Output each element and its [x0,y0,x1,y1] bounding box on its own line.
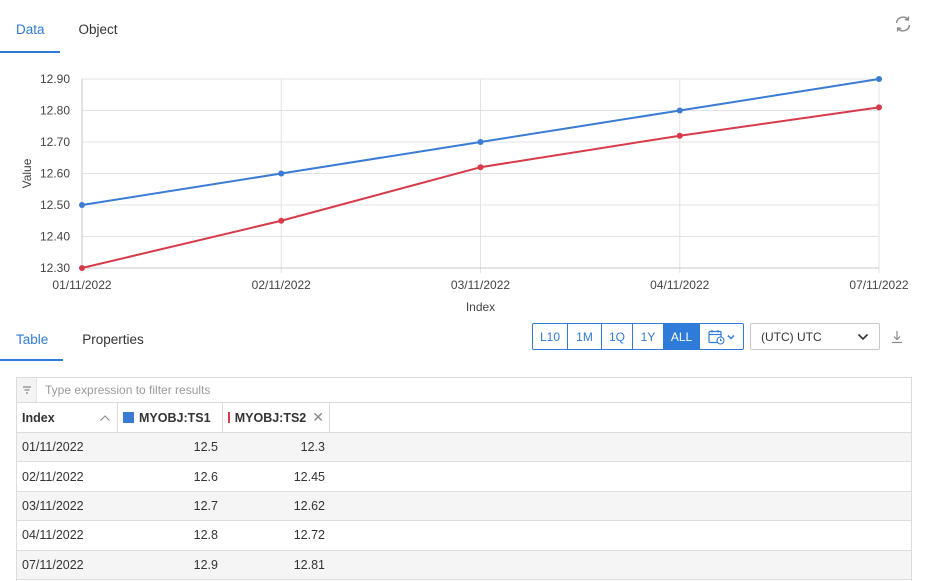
refresh-icon[interactable] [893,14,913,34]
cell-index: 04/11/2022 [22,528,84,543]
data-point [278,217,285,224]
column-header-index[interactable]: Index [17,403,118,432]
cell-ts2: 12.3 [300,440,325,455]
y-tick-label: 12.90 [40,72,70,86]
chevron-down-icon [857,330,869,344]
cell-index: 01/11/2022 [22,440,84,455]
y-tick-label: 12.40 [40,230,70,244]
range-button-1m[interactable]: 1M [568,323,602,350]
line-chart: 12.30 12.40 12.50 12.60 12.70 12.80 12.90 01/11… [20,72,909,314]
y-axis-title: Value [20,158,34,188]
data-point [876,76,882,82]
cell-ts2: 12.72 [293,528,325,543]
y-tick-label: 12.70 [40,135,70,149]
y-tick-label: 12.60 [40,167,70,181]
cell-index: 07/11/2022 [22,557,84,572]
y-tick-label: 12.80 [40,104,70,118]
data-point [876,104,882,111]
timezone-value: (UTC) UTC [761,329,822,344]
timezone-select[interactable]: (UTC) UTC [750,323,880,350]
y-tick-label: 12.50 [40,198,70,212]
data-point [79,265,85,271]
filter-row [17,378,911,403]
cell-ts1: 12.5 [193,440,218,455]
data-point [477,164,484,171]
download-icon[interactable] [890,330,904,344]
range-button-1q[interactable]: 1Q [602,323,633,350]
range-button-l10[interactable]: L10 [532,323,568,350]
filter-input[interactable] [37,379,911,401]
data-point [79,202,85,208]
cell-ts1: 12.8 [193,528,218,543]
cell-ts2: 12.81 [293,557,325,572]
data-point [477,139,484,145]
data-point [278,170,285,177]
table-row[interactable]: 03/11/2022 12.7 12.62 [17,491,911,522]
x-axis-title: Index [466,300,495,314]
tab-table[interactable]: Table [0,324,64,361]
data-point [676,107,683,114]
range-button-group: L10 1M 1Q 1Y ALL [532,323,744,350]
tab-data[interactable]: Data [0,14,59,53]
column-header-label: Index [22,410,55,425]
calendar-icon [707,329,726,345]
chevron-down-icon [726,333,736,341]
y-tick-label: 12.30 [40,261,70,275]
x-tick-label: 04/11/2022 [650,278,709,292]
table-row[interactable]: 07/11/2022 12.9 12.81 [17,550,911,580]
cell-ts1: 12.6 [193,469,218,484]
top-tab-bar: Data Object [0,14,152,53]
series-color-swatch [123,412,134,423]
x-tick-label: 01/11/2022 [52,278,111,292]
range-button-1y[interactable]: 1Y [633,323,664,350]
cell-ts1: 12.9 [193,557,218,572]
tab-properties[interactable]: Properties [82,332,144,347]
table-row[interactable]: 01/11/2022 12.5 12.3 [17,433,911,463]
cell-ts1: 12.7 [193,498,218,513]
series-color-swatch [228,412,230,423]
bottom-tab-bar: Table Properties [0,324,178,361]
sort-ascending-icon[interactable] [99,412,111,426]
date-range-picker-button[interactable] [700,323,744,350]
cell-index: 03/11/2022 [22,498,84,513]
cell-ts2: 12.62 [293,498,325,513]
column-header-label: MYOBJ:TS1 [139,410,211,425]
table-row[interactable]: 04/11/2022 12.8 12.72 [17,521,911,551]
table-header-row: Index MYOBJ:TS1 MYOBJ:TS2 ✕ [17,403,911,433]
column-header-label: MYOBJ:TS2 [234,410,307,425]
cell-ts2: 12.45 [293,469,325,484]
column-header-ts2[interactable]: MYOBJ:TS2 ✕ [223,403,330,432]
x-tick-label: 07/11/2022 [849,278,908,292]
data-table: Index MYOBJ:TS1 MYOBJ:TS2 ✕ 01/11/2022 1… [16,377,912,581]
tab-object[interactable]: Object [78,22,118,37]
range-button-all[interactable]: ALL [664,323,700,350]
cell-index: 02/11/2022 [22,469,84,484]
table-row[interactable]: 02/11/2022 12.6 12.45 [17,462,911,492]
close-icon[interactable]: ✕ [312,409,324,425]
x-tick-label: 02/11/2022 [252,278,311,292]
filter-icon[interactable] [17,378,37,402]
data-point [676,132,683,139]
column-header-ts1[interactable]: MYOBJ:TS1 [118,403,223,432]
x-tick-label: 03/11/2022 [451,278,510,292]
